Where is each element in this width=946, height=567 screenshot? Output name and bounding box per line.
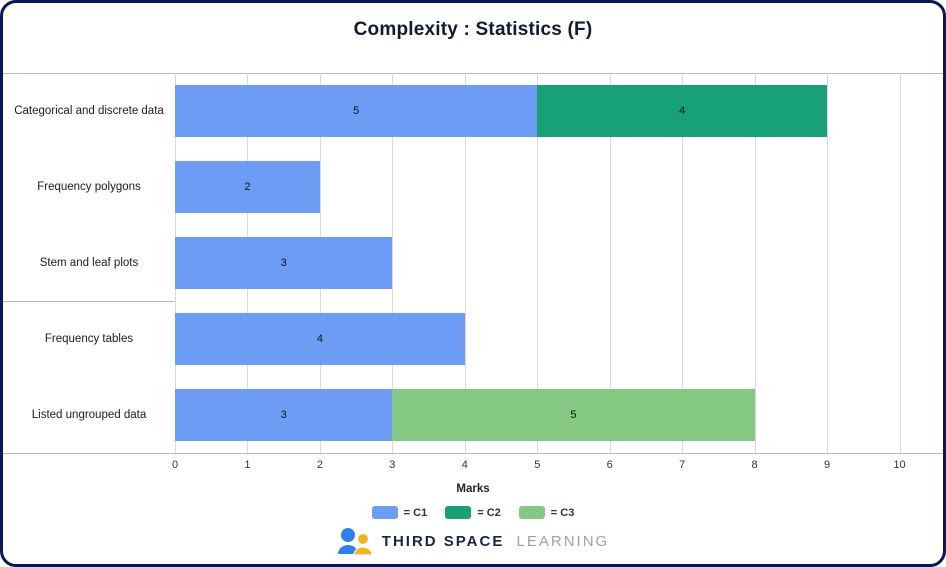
- x-axis-ticks: 0 1 2 3 4 5 6 7 8 9 10: [171, 459, 943, 477]
- brand-footer: THIRD SPACE LEARNING: [3, 527, 943, 555]
- legend-swatch: [445, 506, 472, 519]
- legend-label: = C2: [477, 506, 501, 519]
- bar-segment-c1: 4: [175, 313, 465, 365]
- legend-label: = C3: [550, 506, 575, 519]
- bar-value-label: 3: [280, 409, 287, 421]
- bar-segment-c3: 5: [392, 389, 755, 441]
- x-tick-label: 3: [389, 459, 396, 471]
- bar-segment-c2: 4: [537, 85, 828, 137]
- x-tick-label: 10: [893, 459, 906, 471]
- bar-segment-c1: 3: [175, 389, 393, 441]
- x-tick-label: 9: [824, 459, 831, 471]
- bar-value-label: 5: [353, 105, 360, 117]
- legend: = C1 = C2 = C3: [3, 506, 943, 519]
- brand-name-light: LEARNING: [516, 532, 610, 550]
- bar-value-label: 3: [280, 257, 287, 269]
- gridline: [392, 73, 394, 453]
- category-label: Frequency tables: [44, 332, 134, 345]
- legend-item: = C3: [518, 506, 575, 519]
- gridline: [827, 73, 829, 453]
- x-tick-label: 8: [751, 459, 758, 471]
- x-tick-label: 6: [606, 459, 613, 471]
- bar-value-label: 5: [570, 409, 577, 421]
- bar-segment-c1: 5: [175, 85, 538, 137]
- bar-segment-c1: 3: [175, 237, 393, 289]
- category-labels: Categorical and discrete data Frequency p…: [3, 73, 175, 453]
- legend-swatch: [518, 506, 545, 519]
- chart-title: Complexity : Statistics (F): [353, 19, 593, 40]
- gridline: [682, 73, 684, 453]
- gridline: [609, 73, 611, 453]
- legend-swatch: [371, 506, 398, 519]
- gridline: [537, 73, 539, 453]
- legend-item: = C2: [445, 506, 501, 519]
- category-label: Frequency polygons: [37, 180, 141, 193]
- category-label: Stem and leaf plots: [39, 256, 139, 269]
- x-tick-label: 1: [244, 459, 251, 471]
- legend-item: = C1: [371, 506, 428, 519]
- gridline: [899, 73, 901, 453]
- bar-value-label: 2: [244, 181, 251, 193]
- category-label: Listed ungrouped data: [31, 408, 147, 421]
- bar-value-label: 4: [316, 333, 323, 345]
- category-label: Categorical and discrete data: [14, 104, 164, 117]
- bar-row: 4: [175, 301, 943, 377]
- brand-name-bold: THIRD SPACE: [381, 532, 505, 550]
- brand-name: THIRD SPACE LEARNING: [382, 533, 609, 550]
- x-tick-label: 5: [534, 459, 541, 471]
- x-axis-line: [3, 453, 943, 454]
- bar-segment-c1: 2: [175, 161, 320, 213]
- bar-value-label: 4: [679, 105, 686, 117]
- gridline: [464, 73, 466, 453]
- x-tick-label: 4: [461, 459, 468, 471]
- two-smiling-figures-icon: [337, 528, 373, 555]
- bar-row: 3: [175, 225, 943, 301]
- chart-top-border: [3, 73, 943, 74]
- bar-row: 2: [175, 149, 943, 225]
- x-tick-label: 7: [679, 459, 686, 471]
- x-tick-label: 0: [171, 459, 179, 471]
- category-axis-divider: [3, 301, 175, 302]
- x-tick-label: 2: [316, 459, 323, 471]
- x-axis-label: Marks: [456, 483, 490, 495]
- gridline: [754, 73, 756, 453]
- legend-label: = C1: [403, 506, 428, 519]
